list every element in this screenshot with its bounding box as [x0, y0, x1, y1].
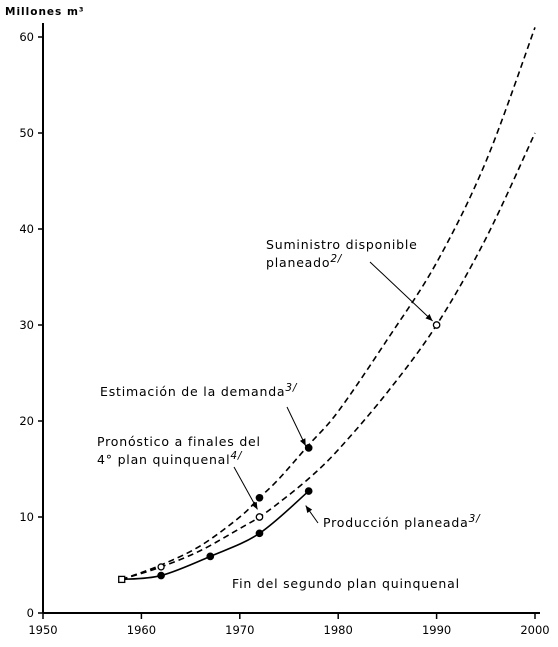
annotation-superscript: 4/ [230, 450, 242, 462]
annotation-text-line: Producción planeada3/ [323, 513, 481, 530]
data-point-marker [255, 493, 264, 502]
annotations: Suministro disponibleplaneado2/Estimació… [97, 237, 481, 591]
data-point-marker [304, 487, 313, 495]
data-point-marker [157, 571, 165, 580]
data-point-marker [206, 552, 215, 561]
y-tick-label: 20 [19, 414, 34, 428]
x-tick-label: 1950 [28, 623, 57, 637]
x-tick-label: 1980 [324, 623, 353, 637]
series-line-1 [121, 27, 536, 581]
series-line-2 [121, 132, 536, 581]
data-point-marker [255, 513, 264, 521]
annotation-leader-line [233, 466, 258, 510]
annotation-leader-line [286, 406, 307, 447]
annotation-text-line: 4° plan quinquenal4/ [97, 450, 243, 467]
annotation-arrowhead [251, 501, 258, 510]
data-point-marker [432, 321, 441, 329]
x-tick-label: 1990 [422, 623, 451, 637]
y-axis-title: Millones m³ [5, 6, 85, 18]
data-point-marker [304, 444, 313, 452]
annotation-leader-line [369, 261, 433, 322]
annotation-arrowhead [305, 505, 313, 514]
start-point-marker [118, 575, 126, 584]
annotation-text-line: Fin del segundo plan quinquenal [232, 576, 460, 591]
data-markers [118, 321, 441, 584]
annotation-text-line: Pronóstico a finales del [97, 434, 261, 449]
annotation-text-line: Suministro disponible [266, 237, 418, 252]
annotation-text-line: Estimación de la demanda3/ [100, 382, 298, 399]
annotation-arrowhead [299, 438, 306, 446]
annotation-arrowhead [425, 314, 433, 321]
y-tick-label: 30 [19, 318, 34, 332]
y-tick-label: 40 [19, 222, 34, 236]
y-tick-label: 50 [19, 126, 34, 140]
data-series [121, 27, 536, 581]
x-tick-label: 1970 [225, 623, 254, 637]
annotation-superscript: 3/ [285, 382, 297, 394]
annotation-superscript: 3/ [469, 513, 481, 525]
annotation-text-line: planeado2/ [266, 253, 343, 270]
annotation-production: Producción planeada3/ [305, 505, 481, 530]
annotation-second-plan: Fin del segundo plan quinquenal [232, 576, 460, 591]
annotation-superscript: 2/ [330, 253, 342, 265]
axes: 0 10 20 30 40 50 60 1950 1960 1970 1980 1990 2000 Mil… [5, 6, 550, 637]
x-tick-label: 1960 [127, 623, 156, 637]
annotation-demand: Estimación de la demanda3/ [100, 382, 307, 447]
forecast-point-marker [157, 563, 165, 571]
data-point-marker [255, 529, 264, 538]
y-tick-label: 0 [27, 606, 34, 620]
y-tick-label: 60 [19, 30, 34, 44]
x-tick-label: 2000 [520, 623, 549, 637]
y-tick-label: 10 [19, 510, 34, 524]
